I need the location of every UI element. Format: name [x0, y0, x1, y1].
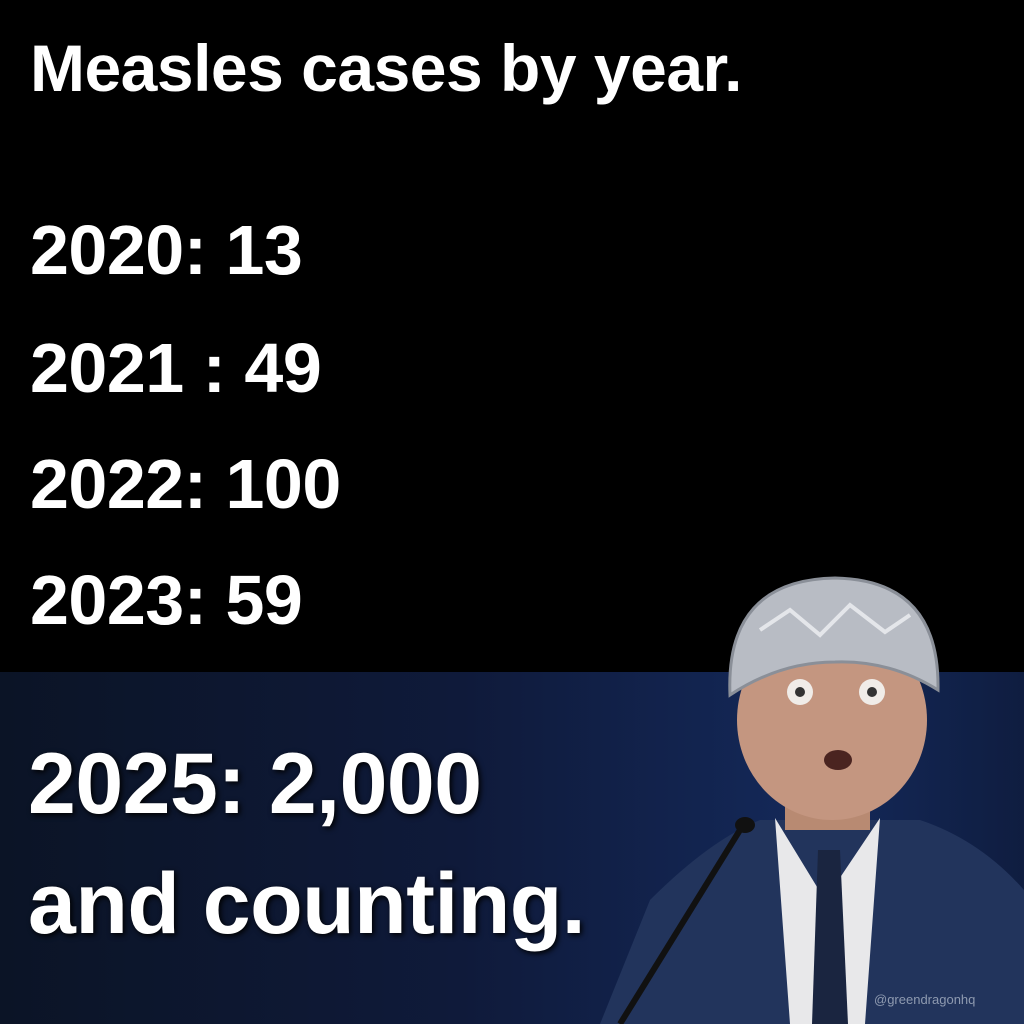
highlight-line-2025: 2025: 2,000: [28, 736, 482, 832]
case-line-2022: 2022: 100: [30, 445, 341, 523]
highlight-line-counting: and counting.: [28, 856, 586, 952]
watermark: @greendragonhq: [874, 992, 976, 1007]
headline: Measles cases by year.: [30, 31, 742, 105]
black-background: [0, 0, 1024, 672]
case-line-2023: 2023: 59: [30, 561, 303, 639]
case-line-2021: 2021 : 49: [30, 329, 322, 407]
man-with-foil-hat-photo: [600, 576, 1024, 1024]
case-line-2020: 2020: 13: [30, 211, 303, 289]
